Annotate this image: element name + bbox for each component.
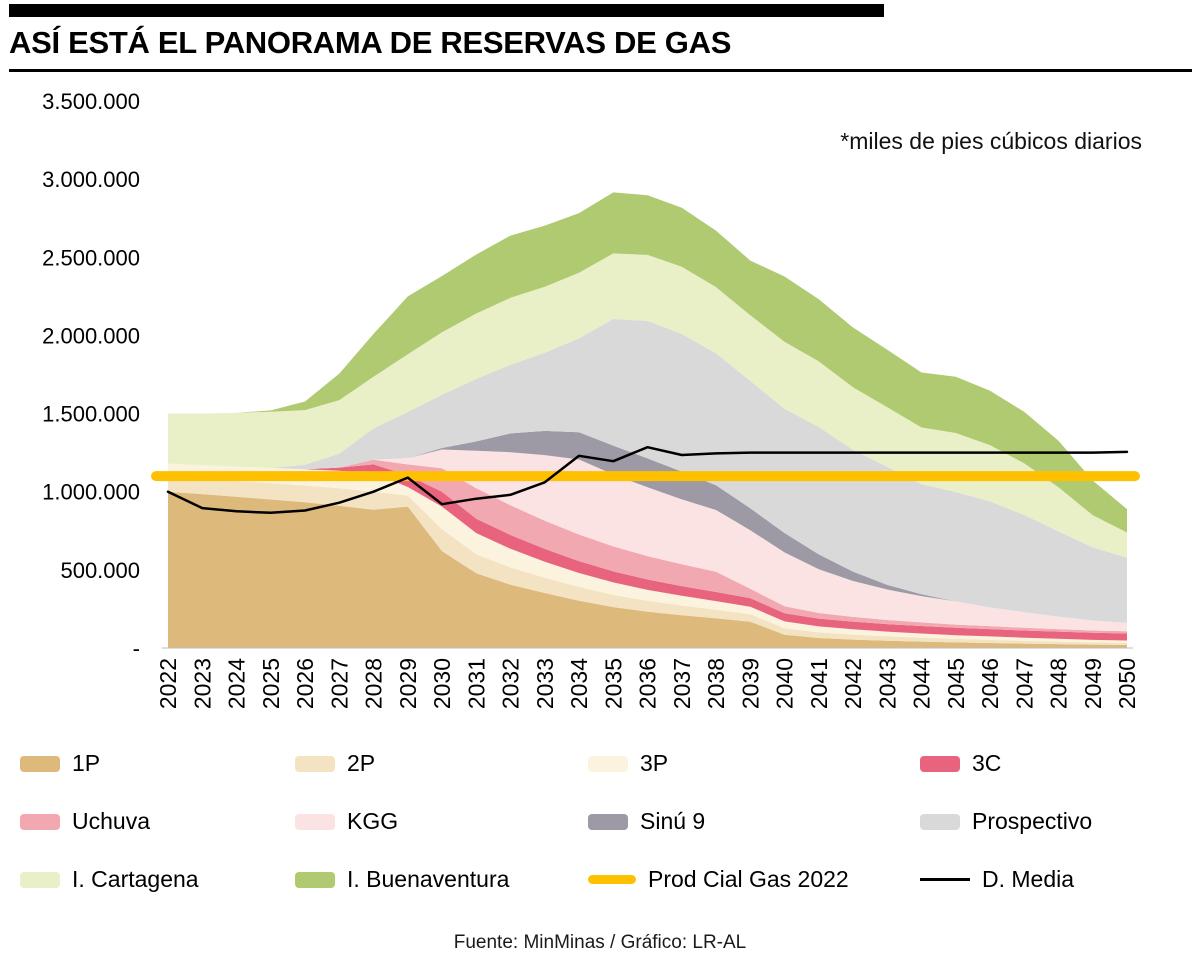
x-tick-label: 2036 xyxy=(635,658,661,709)
legend-swatch-d-media xyxy=(920,878,970,881)
legend-label: I. Cartagena xyxy=(72,866,199,892)
x-tick-label: 2042 xyxy=(840,658,866,709)
x-tick-label: 2048 xyxy=(1046,658,1072,709)
x-tick-label: 2044 xyxy=(909,658,935,709)
x-tick-label: 2031 xyxy=(463,658,489,709)
x-tick-label: 2041 xyxy=(806,658,832,709)
x-tick-label: 2050 xyxy=(1114,658,1140,709)
chart-legend: 1P 2P 3P 3C Uchuva KGG Sinú 9 Prospectivo I. Car… xyxy=(20,748,1160,895)
legend-item-kgg: KGG xyxy=(295,806,588,837)
x-tick-label: 2029 xyxy=(395,658,421,709)
legend-label: Prod Cial Gas 2022 xyxy=(648,866,849,892)
x-tick-label: 2049 xyxy=(1080,658,1106,709)
area-i-cartagena xyxy=(168,253,1127,558)
legend-label: D. Media xyxy=(982,866,1075,892)
x-tick-label: 2043 xyxy=(874,658,900,709)
legend-item-1p: 1P xyxy=(20,748,295,779)
area-1p xyxy=(168,491,1127,648)
legend-label: I. Buenaventura xyxy=(347,866,510,892)
x-tick-label: 2047 xyxy=(1011,658,1037,709)
area-kgg xyxy=(168,449,1127,632)
legend-item-3c: 3C xyxy=(920,748,1160,779)
legend-label: 3P xyxy=(640,750,669,776)
legend-item-i-buenaventura: I. Buenaventura xyxy=(295,864,588,895)
legend-swatch-i-buenaventura xyxy=(295,871,335,888)
x-tick-label: 2038 xyxy=(703,658,729,709)
line-d-media xyxy=(166,445,1129,515)
area-sinu-9 xyxy=(168,430,1127,623)
legend-item-d-media: D. Media xyxy=(920,864,1160,895)
legend-label: 2P xyxy=(347,750,376,776)
x-tick-label: 2033 xyxy=(532,658,558,709)
legend-swatch-kgg xyxy=(295,813,335,830)
legend-swatch-3c xyxy=(920,755,960,772)
x-tick-label: 2025 xyxy=(258,658,284,709)
legend-item-i-cartagena: I. Cartagena xyxy=(20,864,295,895)
legend-swatch-1p xyxy=(20,755,60,772)
x-tick-label: 2040 xyxy=(772,658,798,709)
x-tick-label: 2023 xyxy=(189,658,215,709)
x-tick-label: 2030 xyxy=(429,658,455,709)
y-tick-label: 500.000 xyxy=(60,558,140,583)
units-note: *miles de pies cúbicos diarios xyxy=(840,128,1142,154)
legend-swatch-2p xyxy=(295,755,335,772)
x-tick-label: 2037 xyxy=(669,658,695,709)
x-tick-label: 2028 xyxy=(361,658,387,709)
title-accent-bar xyxy=(9,4,884,17)
chart-title: ASÍ ESTÁ EL PANORAMA DE RESERVAS DE GAS xyxy=(9,25,732,60)
x-tick-label: 2027 xyxy=(326,658,352,709)
legend-item-prospectivo: Prospectivo xyxy=(920,806,1160,837)
area-prospectivo xyxy=(168,319,1127,623)
x-tick-label: 2024 xyxy=(224,658,250,709)
legend-item-3p: 3P xyxy=(588,748,920,779)
legend-label: Prospectivo xyxy=(972,808,1093,834)
y-tick-label: 1.500.000 xyxy=(42,402,140,427)
legend-swatch-prospectivo xyxy=(920,813,960,830)
y-tick-label: 3.000.000 xyxy=(42,167,140,192)
legend-swatch-sinu-9 xyxy=(588,813,628,830)
legend-label: Uchuva xyxy=(72,808,150,834)
legend-item-sinu-9: Sinú 9 xyxy=(588,806,920,837)
y-tick-label: - xyxy=(133,636,140,661)
area-2p xyxy=(168,476,1127,645)
title-rule xyxy=(9,69,1192,72)
x-tick-label: 2046 xyxy=(977,658,1003,709)
legend-label: 1P xyxy=(72,750,101,776)
legend-swatch-3p xyxy=(588,755,628,772)
area-3p xyxy=(168,463,1127,643)
legend-swatch-uchuva xyxy=(20,813,60,830)
source-credit: Fuente: MinMinas / Gráfico: LR-AL xyxy=(453,932,747,953)
x-tick-label: 2026 xyxy=(292,658,318,709)
x-tick-label: 2022 xyxy=(155,658,181,709)
legend-label: KGG xyxy=(347,808,399,834)
legend-label: 3C xyxy=(972,750,1002,776)
y-tick-label: 2.000.000 xyxy=(42,323,140,348)
x-tick-label: 2034 xyxy=(566,658,592,709)
area-i-buenaventura xyxy=(168,192,1127,533)
legend-label: Sinú 9 xyxy=(640,808,706,834)
x-tick-label: 2032 xyxy=(498,658,524,709)
legend-swatch-i-cartagena xyxy=(20,871,60,888)
x-tick-label: 2039 xyxy=(737,658,763,709)
legend-item-2p: 2P xyxy=(295,748,588,779)
x-tick-label: 2035 xyxy=(600,658,626,709)
y-tick-label: 3.500.000 xyxy=(42,89,140,114)
legend-swatch-prod-cial-gas-2022 xyxy=(588,875,636,884)
y-tick-label: 1.000.000 xyxy=(42,480,140,505)
y-tick-label: 2.500.000 xyxy=(42,245,140,270)
x-tick-label: 2045 xyxy=(943,658,969,709)
legend-item-prod-cial-gas-2022: Prod Cial Gas 2022 xyxy=(588,864,920,895)
legend-item-uchuva: Uchuva xyxy=(20,806,295,837)
